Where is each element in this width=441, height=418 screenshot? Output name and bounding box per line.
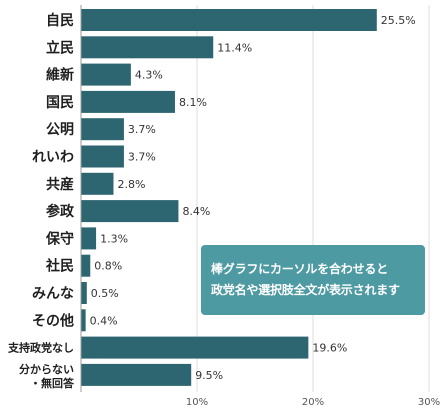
x-tick-label: 30% — [418, 397, 440, 408]
category-label: 分からない — [19, 362, 74, 376]
value-label: 3.7% — [128, 123, 156, 136]
value-label: 2.8% — [117, 178, 145, 191]
category-label: 自民 — [46, 12, 74, 29]
bar[interactable] — [81, 118, 124, 141]
category-label: 国民 — [46, 95, 74, 111]
bar[interactable] — [81, 90, 175, 113]
x-tick-label: 10% — [186, 397, 208, 408]
value-label: 25.5% — [381, 14, 416, 27]
value-label: 1.3% — [100, 232, 128, 245]
value-label: 4.3% — [135, 69, 163, 82]
bar[interactable] — [81, 36, 214, 59]
category-label: 社民 — [45, 258, 74, 275]
category-label: 共産 — [46, 176, 74, 193]
value-label: 9.5% — [195, 369, 223, 382]
category-label: れいわ — [32, 150, 74, 166]
bar[interactable] — [81, 309, 86, 332]
category-label: 参政 — [46, 203, 75, 220]
value-label: 0.4% — [90, 314, 118, 327]
value-label: 0.8% — [94, 260, 122, 273]
category-label: 支持政党なし — [7, 341, 74, 355]
category-label: 公明 — [46, 122, 74, 138]
bar[interactable] — [81, 336, 309, 359]
category-label: ・無回答 — [30, 376, 75, 390]
hover-hint-line-2: 政党名や選択肢全文が表示されます — [211, 283, 400, 297]
bar[interactable] — [81, 282, 87, 304]
value-label: 0.5% — [91, 287, 119, 300]
bar[interactable] — [81, 172, 114, 195]
x-tick-label: 20% — [302, 397, 324, 408]
value-label: 8.4% — [182, 205, 210, 218]
category-label: 立民 — [46, 39, 74, 56]
value-label: 8.1% — [179, 96, 207, 109]
category-label: みんな — [32, 286, 74, 302]
category-label: 維新 — [46, 67, 74, 84]
hover-hint-tooltip: 棒グラフにカーソルを合わせると 政党名や選択肢全文が表示されます — [201, 245, 425, 315]
bar[interactable] — [81, 9, 377, 31]
bar[interactable] — [81, 145, 124, 168]
category-label: 保守 — [45, 230, 74, 247]
category-label: その他 — [32, 312, 74, 329]
bar[interactable] — [81, 63, 131, 86]
bar[interactable] — [81, 227, 97, 250]
bar[interactable] — [81, 363, 192, 386]
bar[interactable] — [81, 200, 179, 223]
bar[interactable] — [81, 254, 91, 277]
hover-hint-line-1: 棒グラフにカーソルを合わせると — [211, 262, 389, 276]
value-label: 19.6% — [312, 342, 347, 355]
value-label: 11.4% — [217, 41, 252, 54]
value-label: 3.7% — [128, 151, 156, 164]
